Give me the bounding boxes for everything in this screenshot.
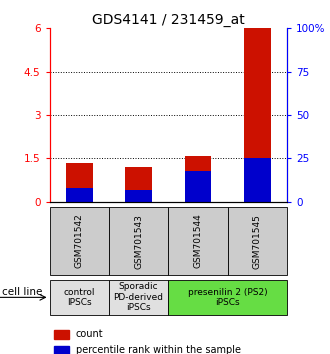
FancyBboxPatch shape bbox=[109, 280, 168, 315]
Text: cell line: cell line bbox=[2, 287, 42, 297]
Bar bbox=[125, 190, 152, 202]
Text: GSM701545: GSM701545 bbox=[253, 213, 262, 269]
FancyBboxPatch shape bbox=[168, 280, 287, 315]
Text: control
IPSCs: control IPSCs bbox=[63, 288, 95, 307]
FancyBboxPatch shape bbox=[168, 207, 228, 275]
Text: count: count bbox=[76, 329, 103, 339]
FancyBboxPatch shape bbox=[50, 207, 109, 275]
Text: Sporadic
PD-derived
iPSCs: Sporadic PD-derived iPSCs bbox=[114, 282, 164, 312]
Bar bbox=[244, 28, 271, 202]
Title: GDS4141 / 231459_at: GDS4141 / 231459_at bbox=[92, 13, 245, 27]
FancyBboxPatch shape bbox=[228, 207, 287, 275]
Bar bbox=[125, 167, 152, 202]
Bar bbox=[66, 163, 92, 202]
Text: presenilin 2 (PS2)
iPSCs: presenilin 2 (PS2) iPSCs bbox=[188, 288, 268, 307]
Bar bbox=[66, 188, 92, 202]
Text: GSM701543: GSM701543 bbox=[134, 213, 143, 269]
Bar bbox=[244, 159, 271, 202]
Bar bbox=[185, 155, 212, 202]
Text: GSM701542: GSM701542 bbox=[75, 214, 84, 268]
Bar bbox=[185, 171, 212, 202]
Bar bbox=[54, 330, 69, 339]
Bar bbox=[54, 346, 69, 354]
Text: GSM701544: GSM701544 bbox=[193, 214, 203, 268]
FancyBboxPatch shape bbox=[109, 207, 168, 275]
FancyBboxPatch shape bbox=[50, 280, 109, 315]
Text: percentile rank within the sample: percentile rank within the sample bbox=[76, 345, 241, 354]
